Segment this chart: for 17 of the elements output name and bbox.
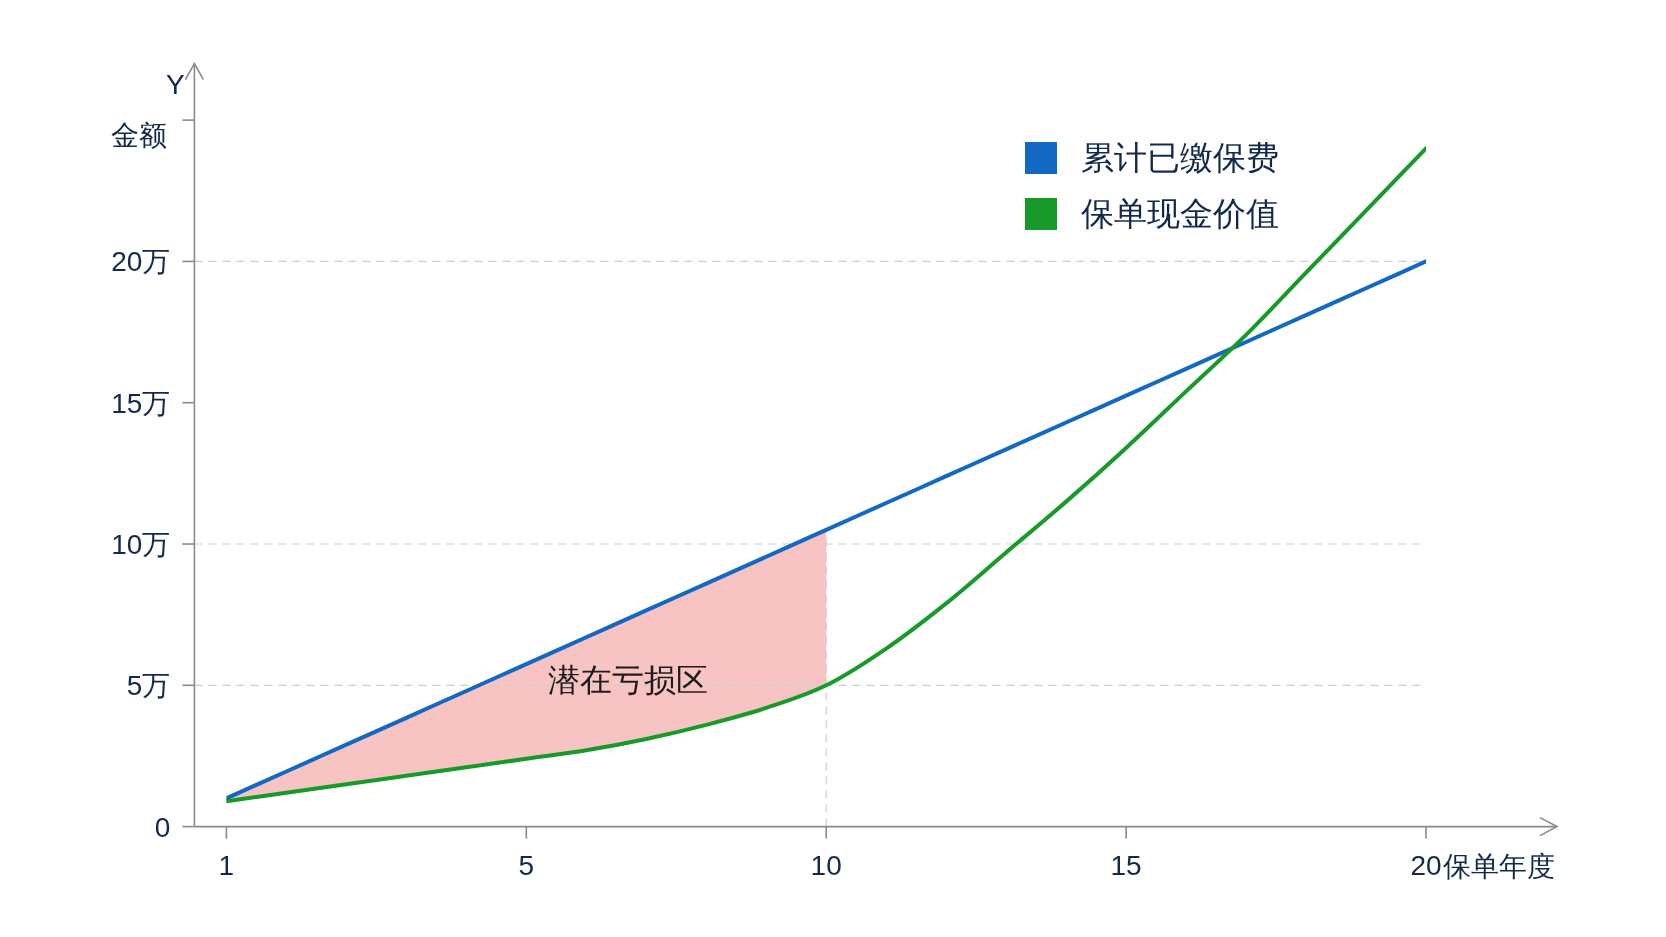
x-tick-label: 10 xyxy=(810,850,842,882)
x-tick-label: 1 xyxy=(218,850,235,882)
annotation: 潜在亏损区 xyxy=(548,662,709,699)
line-series xyxy=(226,259,1426,801)
x-axis-title: 保单年度 xyxy=(1443,851,1555,883)
y-tick-label: 5万 xyxy=(126,670,171,702)
y-tick-label: 15万 xyxy=(111,387,171,419)
x-tick-label: 15 xyxy=(1110,850,1142,882)
text: Y xyxy=(166,69,186,101)
legend-label: 保单现金价值 xyxy=(1081,194,1279,232)
x-tick-label: 5 xyxy=(518,850,535,882)
legend-label: 累计已缴保费 xyxy=(1081,138,1279,176)
y-tick-label: 0 xyxy=(154,811,171,843)
y-tick-label: 10万 xyxy=(111,528,171,560)
y-axis-title: 金额 xyxy=(111,120,168,152)
y-tick-label: 20万 xyxy=(111,246,171,278)
x-tick-label: 20 xyxy=(1410,850,1442,882)
